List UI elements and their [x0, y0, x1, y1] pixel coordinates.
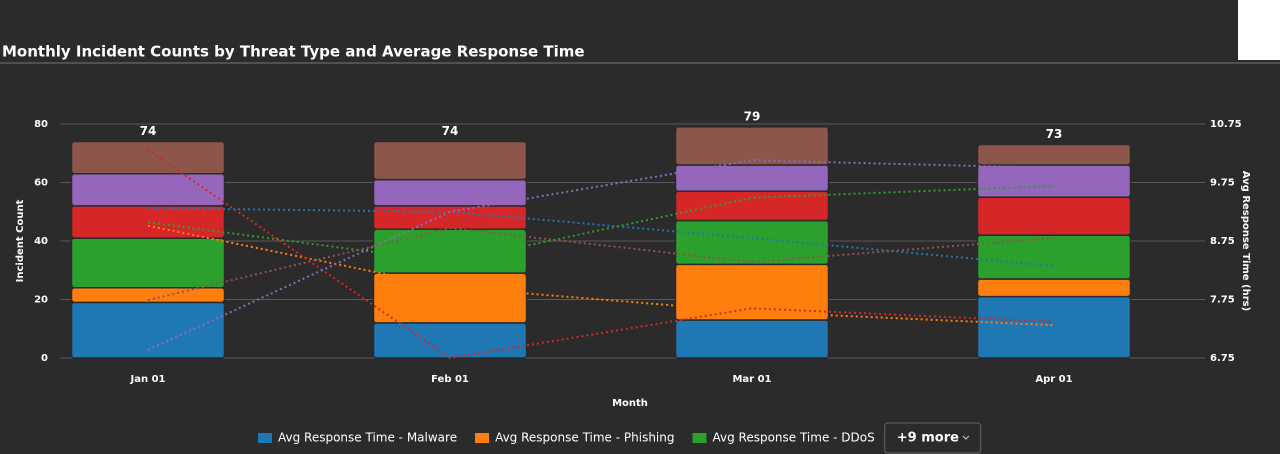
legend-label: Avg Response Time - Malware — [278, 431, 457, 445]
response-line — [147, 207, 1055, 268]
bar-segment — [976, 295, 1132, 359]
legend-more-button[interactable]: +9 more — [884, 422, 982, 454]
legend-more-chevron — [962, 435, 970, 440]
bar-segment — [674, 164, 830, 193]
legend-more-box — [884, 422, 982, 454]
bar-segment — [70, 140, 226, 175]
x-tick-label: Feb 01 — [431, 374, 469, 385]
y-tick-label: 40 — [34, 236, 48, 247]
legend-label: Avg Response Time - Phishing — [495, 431, 674, 445]
legend-swatch — [692, 433, 707, 443]
bar-segment — [372, 272, 528, 324]
bar-segment — [976, 196, 1132, 236]
y2-tick-label: 9.75 — [1210, 178, 1235, 189]
y-tick-label: 80 — [34, 119, 48, 130]
bar-segment — [372, 228, 528, 274]
bar-segment — [674, 219, 830, 266]
total-label: 73 — [1046, 127, 1063, 141]
legend-swatch — [475, 433, 490, 443]
y2-axis-label: Avg Response Time (hrs) — [1240, 171, 1251, 311]
bar-segment — [674, 319, 830, 359]
x-axis-label: Month — [612, 398, 648, 409]
chart-title: Monthly Incident Counts by Threat Type a… — [2, 43, 585, 61]
bar-segment — [372, 140, 528, 181]
x-tick-label: Jan 01 — [130, 374, 166, 385]
bar-segment — [70, 205, 226, 239]
x-tick-label: Apr 01 — [1035, 374, 1072, 385]
bar-segment — [372, 322, 528, 359]
y2-tick-label: 8.75 — [1210, 236, 1235, 247]
legend-label: Avg Response Time - DDoS — [712, 431, 874, 445]
bar-segment — [976, 143, 1132, 166]
y-tick-label: 60 — [34, 178, 48, 189]
y-axis-label: Incident Count — [15, 199, 26, 282]
response-line — [147, 159, 1055, 351]
x-tick-label: Mar 01 — [732, 374, 771, 385]
response-line — [147, 227, 1055, 302]
bar-segment — [976, 278, 1132, 298]
total-label: 74 — [140, 124, 157, 138]
edge-panel — [1238, 0, 1280, 60]
total-label: 74 — [442, 124, 459, 138]
bar-segment — [70, 237, 226, 289]
y-tick-label: 0 — [41, 353, 48, 364]
total-label: 79 — [744, 109, 761, 123]
y2-tick-label: 10.75 — [1210, 119, 1242, 130]
response-line — [147, 185, 1055, 264]
bar-segment — [70, 287, 226, 304]
legend-swatch — [258, 433, 272, 443]
y2-tick-label: 6.75 — [1210, 353, 1235, 364]
bar-segment — [976, 164, 1132, 198]
bar-segment — [976, 234, 1132, 280]
y2-tick-label: 7.75 — [1210, 295, 1235, 306]
bar-segment — [372, 205, 528, 231]
bar-segment — [70, 172, 226, 207]
response-line — [147, 148, 1055, 360]
bar-segment — [674, 126, 830, 166]
y-tick-label: 20 — [34, 295, 48, 306]
legend-more-label: +9 more — [897, 431, 959, 446]
